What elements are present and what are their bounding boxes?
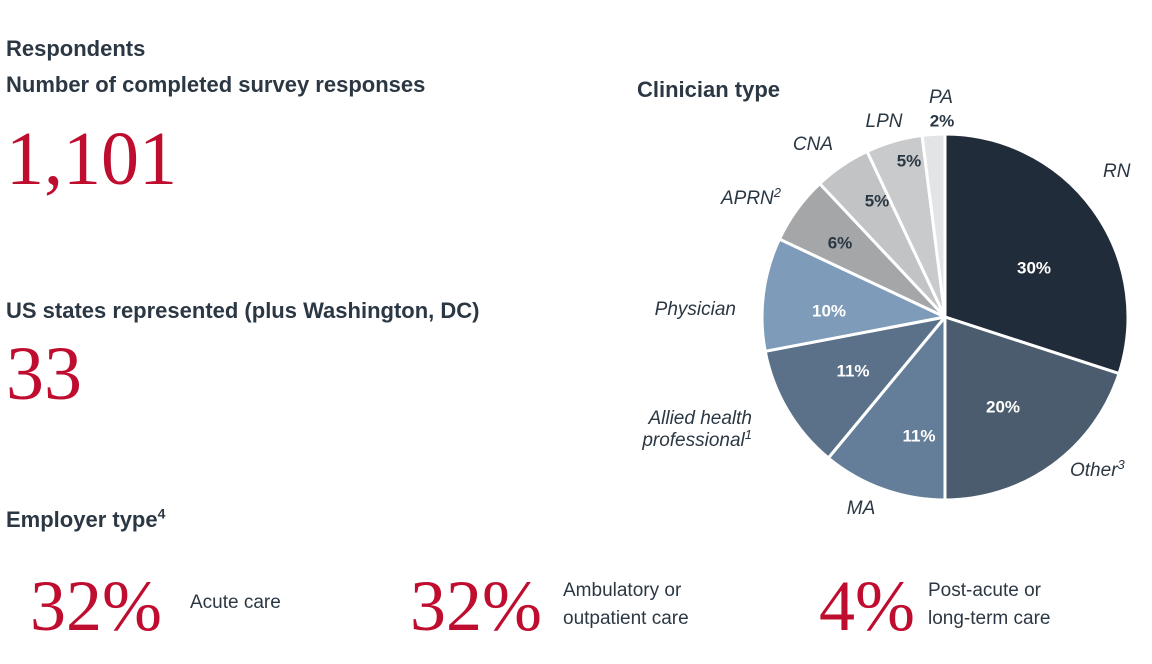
employer-stat-value-post-acute: 4% (819, 566, 915, 646)
pie-percent-allied-health-professional: 11% (836, 362, 869, 381)
employer-type-heading-text: Employer type (6, 507, 158, 532)
pie-percent-rn: 30% (1017, 259, 1051, 278)
employer-stat-label-acute: Acute care (190, 592, 281, 614)
stat-label-line: Ambulatory or (563, 580, 682, 601)
pie-label-pa: PA (929, 87, 953, 108)
pie-label-rn: RN (1103, 161, 1131, 182)
pie-percent-physician: 10% (812, 302, 846, 321)
stat-label-line: long-term care (928, 608, 1051, 629)
pie-slice-allied-health-professional (763, 315, 947, 460)
pie-label-ma: MA (847, 498, 876, 519)
pie-slice-pa (920, 132, 947, 319)
employer-type-footnote-marker: 4 (157, 505, 166, 522)
respondents-title: Respondents (6, 36, 146, 61)
pie-slice-other (943, 315, 1121, 502)
pie-slice-physician (760, 237, 947, 353)
pie-label-allied-health-professional: Allied health professional1 (641, 408, 752, 451)
employer-stat-value-acute: 32% (30, 566, 162, 646)
pie-percent-pa: 2% (930, 112, 955, 131)
employer-type-heading: Employer type4 (6, 507, 165, 533)
pie-label-other: Other3 (1070, 457, 1126, 481)
pie-label-physician: Physician (655, 299, 736, 320)
pie-percent-ma: 11% (902, 427, 935, 446)
stat-label-line: Post-acute or (928, 580, 1041, 601)
pie-label-footnote-marker: 1 (745, 427, 752, 442)
employer-stat-value-ambulatory: 32% (410, 566, 542, 646)
stat-label-line: outpatient care (563, 608, 689, 629)
us-states-value: 33 (6, 332, 82, 416)
clinician-type-heading: Clinician type (637, 77, 781, 102)
pie-label-footnote-marker: 3 (1118, 457, 1126, 472)
survey-responses-heading: Number of completed survey responses (6, 72, 426, 97)
pie-percent-other: 20% (986, 398, 1020, 417)
pie-percent-lpn: 5% (897, 152, 922, 171)
employer-stat-label-post-acute: Post-acute or long-term care (928, 577, 1051, 633)
pie-slice-ma (826, 315, 947, 502)
pie-label-aprn: APRN2 (720, 185, 782, 209)
employer-stat-label-ambulatory: Ambulatory or outpatient care (563, 577, 689, 633)
pie-label-footnote-marker: 2 (773, 185, 782, 200)
pie-percent-aprn: 6% (828, 234, 853, 253)
survey-responses-value: 1,101 (6, 117, 177, 201)
pie-percent-cna: 5% (865, 192, 890, 211)
stat-label-line: Acute care (190, 592, 281, 613)
us-states-heading: US states represented (plus Washington, … (6, 298, 480, 323)
pie-label-lpn: LPN (866, 111, 903, 132)
pie-slice-rn (943, 132, 1130, 376)
pie-label-cna: CNA (793, 134, 833, 155)
